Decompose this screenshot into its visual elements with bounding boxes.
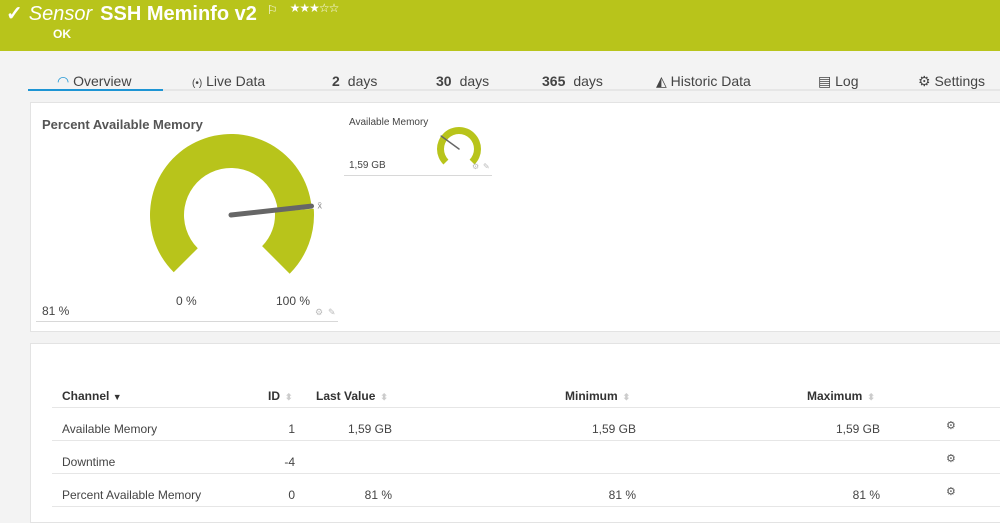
active-tab-indicator [28, 89, 163, 91]
tab-2-days[interactable]: 2 days [332, 73, 377, 89]
area-chart-icon: ◭ [656, 73, 667, 89]
average-marker: x̄ [317, 200, 322, 210]
cell-minimum: 81 % [608, 488, 636, 502]
tab-settings[interactable]: ⚙ Settings [918, 73, 985, 90]
gauge-divider [344, 175, 492, 176]
gauge-arc [437, 127, 481, 165]
sensor-title-row: ✓ Sensor SSH Meminfo v2 ⚐ ★★★☆☆ [6, 1, 340, 26]
gauge-needle [440, 135, 460, 150]
priority-stars[interactable]: ★★★☆☆ [289, 1, 340, 15]
sort-icon: ⬍ [867, 392, 875, 402]
tab-log[interactable]: ▤ Log [818, 73, 858, 90]
cell-id: 0 [288, 488, 295, 502]
tab-label: Overview [73, 73, 132, 89]
gauge-value: 1,59 GB [349, 160, 386, 171]
available-memory-gauge [437, 127, 481, 165]
cell-maximum: 81 % [852, 488, 880, 502]
channels-panel [30, 343, 1000, 523]
tab-label: Historic Data [670, 73, 751, 89]
channel-settings-icon[interactable]: ⚙ [946, 420, 956, 432]
sort-icon: ⬍ [622, 392, 631, 402]
gauge-arc [150, 134, 312, 273]
cell-id: 1 [288, 422, 295, 436]
sort-icon: ⬍ [380, 392, 388, 402]
tab-label: days [347, 73, 378, 89]
gear-icon[interactable]: ⚙ [315, 307, 324, 317]
column-header-last-value[interactable]: Last Value ⬍ [316, 389, 388, 403]
row-divider [52, 473, 1000, 474]
gauge-title: Percent Available Memory [42, 117, 203, 132]
tab-label: Live Data [206, 73, 266, 89]
list-icon: ▤ [818, 73, 832, 89]
tab-label: Settings [934, 73, 986, 89]
pin-icon[interactable]: ✎ [483, 162, 490, 171]
tab-live-data[interactable]: (•) Live Data [192, 73, 265, 89]
row-divider [52, 506, 1000, 507]
sort-icon: ⬍ [285, 392, 293, 402]
gear-icon[interactable]: ⚙ [472, 162, 480, 171]
cell-maximum: 1,59 GB [835, 422, 880, 436]
status-text: OK [53, 27, 71, 41]
tab-num: 365 [542, 73, 566, 89]
pin-icon[interactable]: ✎ [328, 307, 336, 317]
cell-channel[interactable]: Available Memory [62, 422, 158, 436]
tab-num: 2 [332, 73, 340, 89]
sort-desc-icon: ▼ [112, 392, 122, 402]
gauge-icon: ◠ [57, 73, 70, 89]
gear-icon: ⚙ [918, 73, 931, 89]
column-header-minimum[interactable]: Minimum ⬍ [565, 389, 630, 403]
gauge-max-label: 100 % [276, 294, 311, 308]
tab-num: 30 [436, 73, 452, 89]
row-divider [52, 440, 1000, 441]
header-label: Channel [62, 389, 110, 403]
header-label: Last Value [316, 389, 376, 403]
row-divider [52, 407, 1000, 408]
cell-channel[interactable]: Percent Available Memory [62, 488, 202, 502]
column-header-id[interactable]: ID ⬍ [268, 389, 293, 403]
header-label: Minimum [565, 389, 618, 403]
gauge-min-label: 0 % [176, 294, 197, 308]
gauge-needle [228, 203, 315, 218]
cell-id: -4 [284, 455, 295, 469]
sensor-prefix: Sensor [28, 3, 93, 25]
column-header-channel[interactable]: Channel ▼ [62, 389, 122, 403]
tab-overview[interactable]: ◠ Overview [57, 73, 131, 90]
tab-label: days [459, 73, 490, 89]
sensor-header: ✓ Sensor SSH Meminfo v2 ⚐ ★★★☆☆ OK [0, 0, 1000, 51]
tab-30-days[interactable]: 30 days [436, 73, 489, 89]
gauges-panel [30, 102, 1000, 332]
header-label: Maximum [807, 389, 863, 403]
gauge-arc-end [262, 208, 314, 274]
broadcast-icon: (•) [192, 78, 203, 89]
gauge-value: 81 % [42, 304, 70, 318]
channel-settings-icon[interactable]: ⚙ [946, 453, 956, 465]
cell-last-value: 81 % [364, 488, 392, 502]
cell-last-value: 1,59 GB [347, 422, 392, 436]
header-label: ID [268, 389, 280, 403]
cell-minimum: 1,59 GB [591, 422, 636, 436]
sensor-title: SSH Meminfo v2 [100, 3, 257, 25]
percent-gauge: x̄ [150, 134, 322, 274]
tab-divider [28, 89, 1000, 91]
column-header-maximum[interactable]: Maximum ⬍ [807, 389, 875, 403]
tab-label: days [573, 73, 603, 89]
channel-settings-icon[interactable]: ⚙ [946, 486, 956, 498]
check-icon: ✓ [6, 3, 23, 25]
gauge-divider [36, 321, 338, 322]
gauge-title: Available Memory [349, 117, 429, 128]
tab-label: Log [835, 73, 859, 89]
flag-icon[interactable]: ⚐ [266, 3, 278, 17]
tab-365-days[interactable]: 365 days [542, 73, 603, 89]
tab-historic-data[interactable]: ◭ Historic Data [656, 73, 751, 90]
cell-channel[interactable]: Downtime [62, 455, 116, 469]
